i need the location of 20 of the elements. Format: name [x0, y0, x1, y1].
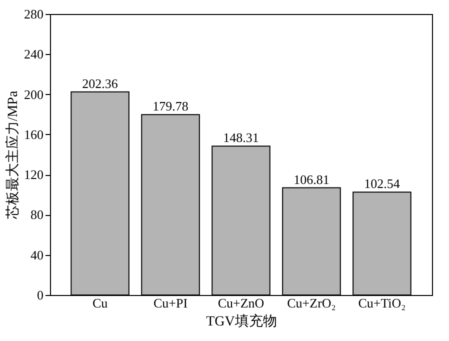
- x-tick-label: Cu+TiO₂: [358, 296, 406, 310]
- x-axis-title: TGV填充物: [206, 314, 277, 330]
- data-label: 202.36: [82, 76, 118, 91]
- y-tick-label: 80: [30, 207, 44, 222]
- x-tick-label: Cu+PI: [153, 296, 188, 310]
- y-tick-label: 0: [37, 288, 44, 302]
- y-tick-label: 200: [24, 86, 44, 102]
- x-tick-label: Cu+ZnO: [218, 296, 264, 310]
- x-tick-label: Cu: [92, 296, 108, 310]
- y-tick-label: 280: [24, 6, 44, 22]
- data-label: 148.31: [223, 130, 259, 146]
- x-tick-label: Cu+ZrO₂: [287, 296, 336, 310]
- y-tick-label: 160: [24, 126, 44, 142]
- y-tick-label: 240: [24, 46, 44, 62]
- data-label: 102.54: [364, 176, 400, 192]
- y-axis-title: 芯板最大主应力/MPa: [5, 90, 21, 220]
- y-tick-label: 120: [24, 167, 44, 182]
- data-label: 179.78: [152, 98, 188, 114]
- y-tick-label: 40: [30, 247, 44, 262]
- data-label: 106.81: [294, 172, 330, 187]
